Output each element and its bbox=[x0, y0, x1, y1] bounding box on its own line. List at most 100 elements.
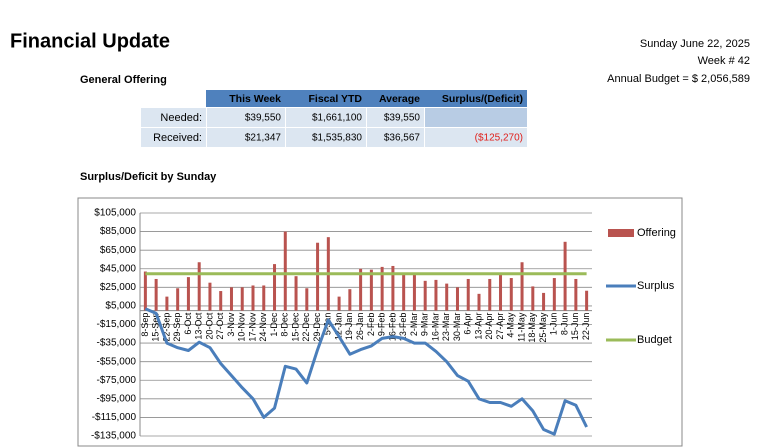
bar bbox=[348, 289, 352, 311]
cell: $1,535,830 bbox=[312, 133, 362, 144]
bar bbox=[337, 296, 341, 311]
x-tick-label: 8-Jun bbox=[559, 313, 569, 336]
bar bbox=[509, 278, 513, 311]
x-tick-label: 25-May bbox=[538, 312, 548, 343]
cell: $36,567 bbox=[384, 133, 421, 144]
bar bbox=[176, 288, 180, 311]
week: Week # 42 bbox=[698, 55, 750, 67]
bar bbox=[208, 282, 212, 311]
chart-frame bbox=[77, 197, 683, 447]
bar bbox=[552, 278, 556, 311]
cell-bg bbox=[207, 108, 285, 127]
x-tick-label: 1-Dec bbox=[269, 312, 279, 337]
y-tick-label: -$75,000 bbox=[97, 375, 137, 386]
x-tick-label: 27-Oct bbox=[215, 312, 225, 340]
bar bbox=[240, 287, 244, 311]
bar bbox=[466, 278, 470, 311]
bar bbox=[391, 265, 395, 311]
x-tick-label: 15-Sep bbox=[151, 313, 161, 342]
x-tick-label: 8-Sep bbox=[140, 313, 150, 337]
date: Sunday June 22, 2025 bbox=[640, 38, 750, 50]
legend-label: Budget bbox=[637, 334, 672, 346]
column-header: Surplus/(Deficit) bbox=[442, 93, 523, 105]
legend-label: Offering bbox=[637, 227, 676, 239]
y-tick-label: -$115,000 bbox=[92, 412, 137, 423]
x-tick-label: 2-Mar bbox=[409, 313, 419, 337]
bar bbox=[251, 285, 255, 311]
bar bbox=[165, 296, 169, 311]
y-tick-label: $5,000 bbox=[105, 301, 136, 312]
bar bbox=[423, 280, 427, 311]
bar bbox=[499, 273, 503, 311]
bar bbox=[359, 268, 363, 311]
bar bbox=[305, 288, 309, 311]
bar bbox=[143, 271, 147, 311]
x-tick-label: 1-Jun bbox=[549, 313, 559, 336]
bar bbox=[412, 273, 416, 311]
x-tick-label: 2-Feb bbox=[366, 313, 376, 337]
x-tick-label: 22-Jun bbox=[581, 313, 591, 341]
bar bbox=[574, 278, 578, 311]
bar bbox=[563, 241, 567, 311]
x-tick-label: 8-Dec bbox=[280, 312, 290, 337]
row-label: Received: bbox=[153, 132, 202, 144]
bar bbox=[585, 290, 589, 311]
x-tick-label: 15-Dec bbox=[290, 312, 300, 342]
x-tick-label: 26-Jan bbox=[355, 313, 365, 341]
x-tick-label: 16-Mar bbox=[430, 313, 440, 342]
bar bbox=[262, 285, 266, 311]
cell-bg bbox=[367, 128, 424, 147]
x-tick-label: 29-Dec bbox=[312, 312, 322, 342]
x-tick-label: 9-Mar bbox=[420, 313, 430, 337]
x-tick-label: 24-Nov bbox=[258, 312, 268, 342]
x-tick-label: 20-Oct bbox=[204, 312, 214, 340]
column-header: Fiscal YTD bbox=[309, 93, 363, 105]
bar bbox=[488, 278, 492, 311]
cell: ($125,270) bbox=[475, 133, 523, 144]
chart-title: Surplus/Deficit by Sunday bbox=[80, 171, 217, 183]
x-tick-label: 22-Dec bbox=[301, 312, 311, 342]
bar bbox=[402, 273, 406, 311]
cell: $39,550 bbox=[384, 113, 421, 124]
bar bbox=[154, 278, 158, 311]
y-tick-label: $45,000 bbox=[100, 263, 137, 274]
x-tick-label: 17-Nov bbox=[247, 312, 257, 342]
y-tick-label: -$55,000 bbox=[97, 356, 137, 367]
cell: $1,661,100 bbox=[312, 113, 362, 124]
cell-bg bbox=[367, 108, 424, 127]
cell-bg bbox=[425, 108, 527, 127]
x-tick-label: 12-Jan bbox=[333, 313, 343, 341]
y-tick-label: $25,000 bbox=[100, 282, 137, 293]
x-tick-label: 29-Sep bbox=[172, 313, 182, 342]
bar bbox=[273, 264, 277, 311]
page-title: Financial Update bbox=[10, 30, 170, 52]
y-tick-label: $85,000 bbox=[100, 226, 137, 237]
legend-label: Surplus bbox=[637, 280, 675, 292]
section-title: General Offering bbox=[80, 74, 167, 86]
bar bbox=[520, 262, 524, 311]
row-label-cell bbox=[141, 128, 206, 147]
header-row bbox=[206, 90, 527, 107]
x-tick-label: 19-Jan bbox=[344, 313, 354, 341]
x-tick-label: 11-May bbox=[516, 312, 526, 342]
bar bbox=[434, 279, 438, 311]
y-tick-label: $65,000 bbox=[100, 245, 137, 256]
bar bbox=[369, 269, 373, 311]
bar bbox=[294, 276, 298, 311]
y-tick-label: -$15,000 bbox=[97, 319, 137, 330]
bar bbox=[445, 283, 449, 311]
x-tick-label: 18-May bbox=[527, 312, 537, 343]
bar bbox=[542, 292, 546, 311]
y-tick-label: $105,000 bbox=[94, 208, 136, 219]
x-tick-label: 10-Nov bbox=[237, 312, 247, 342]
legend-swatch bbox=[608, 229, 634, 237]
bar bbox=[531, 286, 535, 311]
cell-bg bbox=[425, 128, 527, 147]
cell: $39,550 bbox=[245, 113, 282, 124]
x-tick-label: 13-Apr bbox=[473, 313, 483, 340]
cell-bg bbox=[286, 108, 366, 127]
x-tick-label: 23-Feb bbox=[398, 313, 408, 342]
bar bbox=[477, 293, 481, 311]
row-label-cell bbox=[141, 108, 206, 127]
